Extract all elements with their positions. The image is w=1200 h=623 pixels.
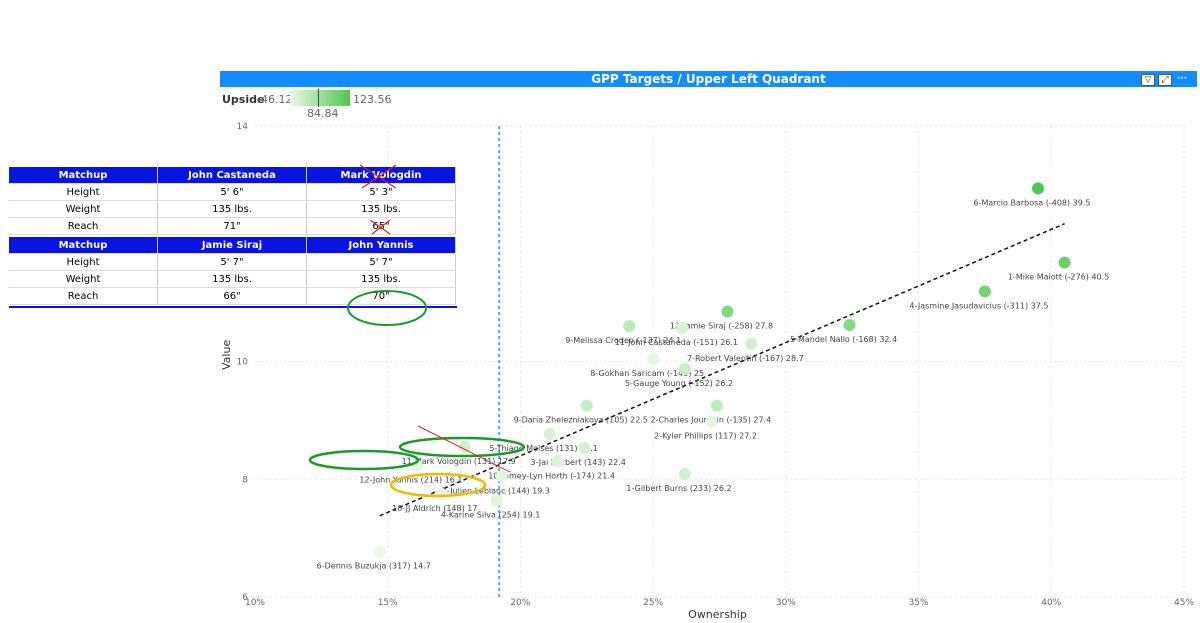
x-tick-label: 15% bbox=[378, 598, 398, 608]
x-tick-label: 45% bbox=[1174, 598, 1194, 608]
data-label: 7-Julien Leblanc (144) 19.3 bbox=[442, 486, 550, 495]
data-label: 1-Mike Malott (-276) 40.5 bbox=[1008, 273, 1109, 282]
data-point bbox=[578, 442, 591, 455]
data-label: 10-Jamey-Lyn Horth (-174) 21.4 bbox=[488, 472, 615, 481]
data-label: 4-Jasmine Jasudavicius (-311) 37.5 bbox=[909, 301, 1048, 310]
table-cell: Weight bbox=[9, 270, 158, 288]
table-cell: 5' 3" bbox=[306, 183, 456, 201]
matchup-table-1: Matchup John Castaneda Mark Vologdin Hei… bbox=[9, 167, 456, 235]
data-label: 11-John Castaneda (-151) 26.1 bbox=[615, 338, 738, 347]
data-point bbox=[647, 353, 660, 366]
x-tick-label: 25% bbox=[643, 598, 663, 608]
table-cell: 135 lbs. bbox=[157, 270, 307, 288]
y-tick-label: 10 bbox=[237, 358, 249, 368]
table-cell: 5' 6" bbox=[157, 183, 307, 201]
table-cell: 135 lbs. bbox=[306, 200, 456, 218]
table-cell: 135 lbs. bbox=[306, 270, 456, 288]
data-point bbox=[676, 321, 689, 334]
data-point bbox=[678, 363, 691, 376]
data-point bbox=[1058, 256, 1071, 269]
data-label: 6-Marcio Barbosa (-408) 39.5 bbox=[974, 198, 1091, 207]
data-point bbox=[458, 440, 471, 453]
data-point bbox=[843, 318, 856, 331]
y-axis-label: Value bbox=[220, 339, 233, 370]
x-tick-label: 10% bbox=[245, 598, 265, 608]
data-point bbox=[495, 470, 508, 483]
data-label: 5-Mandel Nallo (-168) 32.4 bbox=[790, 335, 897, 344]
data-label: 4-Karine Silva (254) 19.1 bbox=[441, 510, 541, 519]
table-underline bbox=[9, 306, 457, 308]
legend-label: Upside bbox=[222, 93, 265, 106]
x-tick-label: 20% bbox=[510, 598, 530, 608]
table-cell: Height bbox=[9, 253, 158, 271]
table-cell: Weight bbox=[9, 200, 158, 218]
data-point bbox=[434, 487, 447, 500]
table-header-cell: Matchup bbox=[9, 237, 158, 254]
data-label: 9-Daria Zhelezniakova (105) 22.5 bbox=[514, 416, 648, 425]
data-point bbox=[373, 545, 386, 558]
x-axis-label: Ownership bbox=[688, 608, 747, 621]
matchup-table-2: Matchup Jamie Siraj John Yannis Height 5… bbox=[9, 237, 456, 305]
table-cell: 66" bbox=[157, 287, 307, 305]
data-point bbox=[745, 337, 758, 350]
data-point bbox=[1032, 182, 1045, 195]
x-tick-label: 40% bbox=[1041, 598, 1061, 608]
data-label: 9-Melissa Croden (-137) 24.1 bbox=[565, 336, 681, 345]
data-label: 8-Gokhan Saricam (-148) 25 bbox=[590, 369, 704, 378]
y-tick-label: 6 bbox=[242, 593, 248, 603]
data-label: 12-John Yannis (214) 16.1 bbox=[359, 476, 462, 485]
legend-min-value: 46.12 bbox=[261, 93, 293, 106]
filter-icon[interactable]: ▽ bbox=[1141, 74, 1155, 86]
data-point bbox=[678, 467, 691, 480]
data-label: 7-Robert Valentin (-167) 28.7 bbox=[687, 354, 804, 363]
table-header-cell: Jamie Siraj bbox=[157, 237, 307, 254]
table-cell: 71" bbox=[157, 217, 307, 235]
focus-mode-icon[interactable]: ⤢ bbox=[1158, 74, 1172, 86]
table-header-cell: Matchup bbox=[9, 167, 158, 184]
trend-line bbox=[379, 223, 1065, 517]
x-tick-label: 35% bbox=[909, 598, 929, 608]
table-cell: 5' 7" bbox=[157, 253, 307, 271]
table-cell: Reach bbox=[9, 287, 158, 305]
data-label: 12-Jamie Siraj (-258) 27.8 bbox=[670, 321, 773, 330]
table-header-cell: Mark Vologdin bbox=[306, 167, 456, 184]
table-cell: Height bbox=[9, 183, 158, 201]
data-point bbox=[490, 494, 503, 507]
legend-max-value: 123.56 bbox=[353, 93, 392, 106]
more-options-icon[interactable]: ··· bbox=[1176, 74, 1188, 84]
data-point bbox=[978, 285, 991, 298]
data-point bbox=[721, 305, 734, 318]
legend-mid-marker bbox=[318, 89, 319, 107]
data-label: 1-Gilbert Burns (233) 26.2 bbox=[626, 484, 731, 493]
legend-mid-value: 84.84 bbox=[307, 107, 339, 120]
data-label: 5-Thiago Moises (131) 21.1 bbox=[489, 444, 598, 453]
data-point bbox=[580, 399, 593, 412]
data-point bbox=[543, 427, 556, 440]
data-label: 3-Jai Herbert (143) 22.4 bbox=[530, 458, 626, 467]
y-tick-label: 14 bbox=[237, 122, 249, 132]
data-point bbox=[623, 320, 636, 333]
table-header-cell: John Yannis bbox=[306, 237, 456, 254]
data-point bbox=[710, 399, 723, 412]
table-cell: Reach bbox=[9, 217, 158, 235]
chart-title: GPP Targets / Upper Left Quadrant bbox=[591, 72, 826, 86]
data-point bbox=[410, 459, 423, 472]
data-point bbox=[705, 415, 718, 428]
data-label: 10-JJ Aldrich (148) 17 bbox=[392, 504, 477, 513]
data-label: 6-Dennis Buzukja (317) 14.7 bbox=[317, 562, 431, 571]
data-label: 2-Kyler Phillips (117) 27.2 bbox=[654, 432, 757, 441]
chart-header-bar: GPP Targets / Upper Left Quadrant ▽ ⤢ ··… bbox=[220, 71, 1197, 87]
y-tick-label: 8 bbox=[242, 475, 248, 485]
legend-gradient-bar bbox=[290, 90, 350, 106]
table-cell: 135 lbs. bbox=[157, 200, 307, 218]
data-label: 5-Gauge Young (-152) 26.2 bbox=[625, 379, 733, 388]
x-tick-label: 30% bbox=[776, 598, 796, 608]
table-header-cell: John Castaneda bbox=[157, 167, 307, 184]
table-cell: 70" bbox=[306, 287, 456, 305]
table-cell: 5' 7" bbox=[306, 253, 456, 271]
data-point bbox=[551, 455, 564, 468]
table-cell: 65" bbox=[306, 217, 456, 235]
